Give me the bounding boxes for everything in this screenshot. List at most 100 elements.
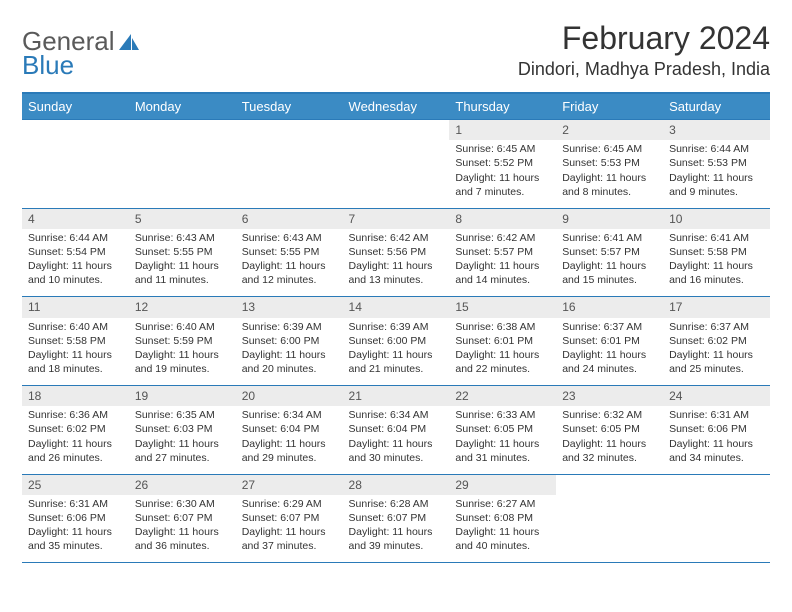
day-number-cell [22,120,129,141]
sunset-line: Sunset: 6:02 PM [28,422,123,436]
sunset-line: Sunset: 6:06 PM [669,422,764,436]
day-info-cell: Sunrise: 6:30 AMSunset: 6:07 PMDaylight:… [129,495,236,563]
day-number-cell: 2 [556,120,663,141]
sunrise-line: Sunrise: 6:27 AM [455,497,550,511]
sunrise-line: Sunrise: 6:35 AM [135,408,230,422]
day-info-cell: Sunrise: 6:41 AMSunset: 5:58 PMDaylight:… [663,229,770,297]
daylight-line: Daylight: 11 hours and 27 minutes. [135,437,230,465]
day-number-cell: 23 [556,386,663,407]
day-info-cell [236,140,343,208]
sunset-line: Sunset: 6:03 PM [135,422,230,436]
daylight-line: Daylight: 11 hours and 14 minutes. [455,259,550,287]
daylight-line: Daylight: 11 hours and 18 minutes. [28,348,123,376]
day-number-cell [343,120,450,141]
sunrise-line: Sunrise: 6:28 AM [349,497,444,511]
sunset-line: Sunset: 6:05 PM [455,422,550,436]
day-number-row: 123 [22,120,770,141]
day-info-cell: Sunrise: 6:29 AMSunset: 6:07 PMDaylight:… [236,495,343,563]
sunrise-line: Sunrise: 6:34 AM [349,408,444,422]
daylight-line: Daylight: 11 hours and 37 minutes. [242,525,337,553]
sunset-line: Sunset: 6:07 PM [242,511,337,525]
sunset-line: Sunset: 6:04 PM [349,422,444,436]
day-info-cell: Sunrise: 6:31 AMSunset: 6:06 PMDaylight:… [22,495,129,563]
daylight-line: Daylight: 11 hours and 26 minutes. [28,437,123,465]
header: General February 2024 Dindori, Madhya Pr… [22,20,770,80]
daylight-line: Daylight: 11 hours and 9 minutes. [669,171,764,199]
day-info-cell: Sunrise: 6:34 AMSunset: 6:04 PMDaylight:… [236,406,343,474]
sunset-line: Sunset: 5:53 PM [562,156,657,170]
daylight-line: Daylight: 11 hours and 25 minutes. [669,348,764,376]
day-info-cell: Sunrise: 6:45 AMSunset: 5:53 PMDaylight:… [556,140,663,208]
day-info-cell: Sunrise: 6:27 AMSunset: 6:08 PMDaylight:… [449,495,556,563]
month-title: February 2024 [518,20,770,57]
day-number-cell: 6 [236,208,343,229]
day-info-cell: Sunrise: 6:39 AMSunset: 6:00 PMDaylight:… [343,318,450,386]
day-info-cell [343,140,450,208]
daylight-line: Daylight: 11 hours and 8 minutes. [562,171,657,199]
daylight-line: Daylight: 11 hours and 36 minutes. [135,525,230,553]
day-info-cell: Sunrise: 6:34 AMSunset: 6:04 PMDaylight:… [343,406,450,474]
day-number-cell: 29 [449,474,556,495]
day-number-cell: 19 [129,386,236,407]
day-info-cell [129,140,236,208]
daylight-line: Daylight: 11 hours and 39 minutes. [349,525,444,553]
day-info-row: Sunrise: 6:31 AMSunset: 6:06 PMDaylight:… [22,495,770,563]
sunrise-line: Sunrise: 6:43 AM [135,231,230,245]
day-number-cell: 25 [22,474,129,495]
day-number-row: 18192021222324 [22,386,770,407]
sunrise-line: Sunrise: 6:39 AM [242,320,337,334]
sunrise-line: Sunrise: 6:38 AM [455,320,550,334]
daylight-line: Daylight: 11 hours and 29 minutes. [242,437,337,465]
logo-word-2: Blue [22,50,74,81]
day-info-row: Sunrise: 6:36 AMSunset: 6:02 PMDaylight:… [22,406,770,474]
day-number-cell: 17 [663,297,770,318]
daylight-line: Daylight: 11 hours and 12 minutes. [242,259,337,287]
day-info-row: Sunrise: 6:45 AMSunset: 5:52 PMDaylight:… [22,140,770,208]
sunrise-line: Sunrise: 6:45 AM [562,142,657,156]
day-number-cell: 12 [129,297,236,318]
day-info-cell: Sunrise: 6:43 AMSunset: 5:55 PMDaylight:… [129,229,236,297]
sunset-line: Sunset: 6:05 PM [562,422,657,436]
day-info-cell: Sunrise: 6:38 AMSunset: 6:01 PMDaylight:… [449,318,556,386]
col-header: Wednesday [343,93,450,120]
daylight-line: Daylight: 11 hours and 32 minutes. [562,437,657,465]
sunset-line: Sunset: 5:58 PM [28,334,123,348]
day-info-cell: Sunrise: 6:40 AMSunset: 5:59 PMDaylight:… [129,318,236,386]
day-info-cell [556,495,663,563]
sunrise-line: Sunrise: 6:36 AM [28,408,123,422]
sunset-line: Sunset: 5:57 PM [455,245,550,259]
day-info-cell: Sunrise: 6:40 AMSunset: 5:58 PMDaylight:… [22,318,129,386]
day-number-cell: 26 [129,474,236,495]
daylight-line: Daylight: 11 hours and 7 minutes. [455,171,550,199]
day-info-row: Sunrise: 6:44 AMSunset: 5:54 PMDaylight:… [22,229,770,297]
day-info-cell: Sunrise: 6:42 AMSunset: 5:57 PMDaylight:… [449,229,556,297]
day-number-cell: 9 [556,208,663,229]
col-header: Sunday [22,93,129,120]
day-info-cell: Sunrise: 6:44 AMSunset: 5:53 PMDaylight:… [663,140,770,208]
sunrise-line: Sunrise: 6:43 AM [242,231,337,245]
day-number-cell: 3 [663,120,770,141]
sunrise-line: Sunrise: 6:33 AM [455,408,550,422]
day-info-cell: Sunrise: 6:44 AMSunset: 5:54 PMDaylight:… [22,229,129,297]
day-number-cell: 24 [663,386,770,407]
sunset-line: Sunset: 5:59 PM [135,334,230,348]
day-number-cell: 14 [343,297,450,318]
daylight-line: Daylight: 11 hours and 24 minutes. [562,348,657,376]
day-number-cell [556,474,663,495]
location: Dindori, Madhya Pradesh, India [518,59,770,80]
day-number-cell: 21 [343,386,450,407]
daylight-line: Daylight: 11 hours and 34 minutes. [669,437,764,465]
sunrise-line: Sunrise: 6:34 AM [242,408,337,422]
day-header-row: Sunday Monday Tuesday Wednesday Thursday… [22,93,770,120]
sunset-line: Sunset: 6:00 PM [242,334,337,348]
sunset-line: Sunset: 5:57 PM [562,245,657,259]
day-info-cell [22,140,129,208]
col-header: Tuesday [236,93,343,120]
day-number-row: 45678910 [22,208,770,229]
sunrise-line: Sunrise: 6:30 AM [135,497,230,511]
day-number-cell: 20 [236,386,343,407]
day-info-cell: Sunrise: 6:35 AMSunset: 6:03 PMDaylight:… [129,406,236,474]
day-number-cell: 7 [343,208,450,229]
sunset-line: Sunset: 5:55 PM [242,245,337,259]
sunset-line: Sunset: 5:52 PM [455,156,550,170]
